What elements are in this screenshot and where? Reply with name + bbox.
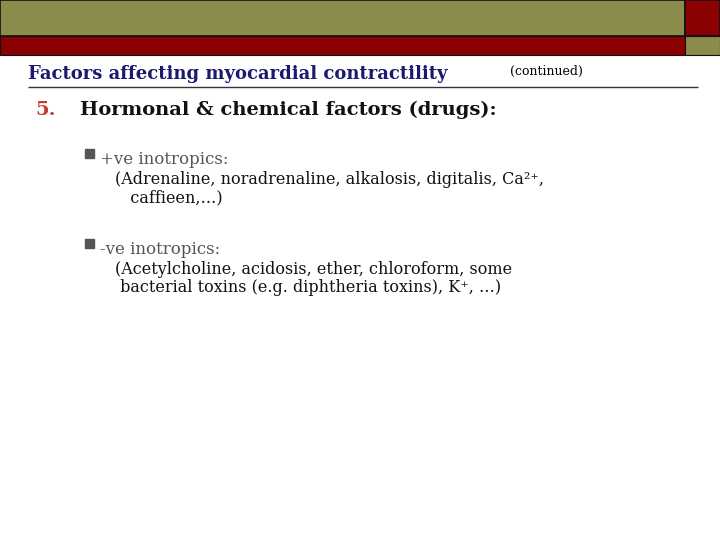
Text: caffieen,…): caffieen,…) <box>115 189 222 206</box>
Text: Hormonal & chemical factors (drugs):: Hormonal & chemical factors (drugs): <box>80 101 497 119</box>
Text: +ve inotropics:: +ve inotropics: <box>100 151 228 168</box>
FancyBboxPatch shape <box>685 36 720 55</box>
Text: (Acetylcholine, acidosis, ether, chloroform, some: (Acetylcholine, acidosis, ether, chlorof… <box>115 261 512 278</box>
FancyBboxPatch shape <box>0 36 685 55</box>
Text: -ve inotropics:: -ve inotropics: <box>100 241 220 258</box>
FancyBboxPatch shape <box>0 0 685 36</box>
FancyBboxPatch shape <box>85 149 94 158</box>
FancyBboxPatch shape <box>85 239 94 248</box>
FancyBboxPatch shape <box>685 0 720 36</box>
Text: (continued): (continued) <box>510 65 583 78</box>
Text: (Adrenaline, noradrenaline, alkalosis, digitalis, Ca²⁺,: (Adrenaline, noradrenaline, alkalosis, d… <box>115 171 544 188</box>
Text: Factors affecting myocardial contractility: Factors affecting myocardial contractili… <box>28 65 448 83</box>
Text: 5.: 5. <box>35 101 55 119</box>
Text: bacterial toxins (e.g. diphtheria toxins), K⁺, …): bacterial toxins (e.g. diphtheria toxins… <box>115 279 501 296</box>
